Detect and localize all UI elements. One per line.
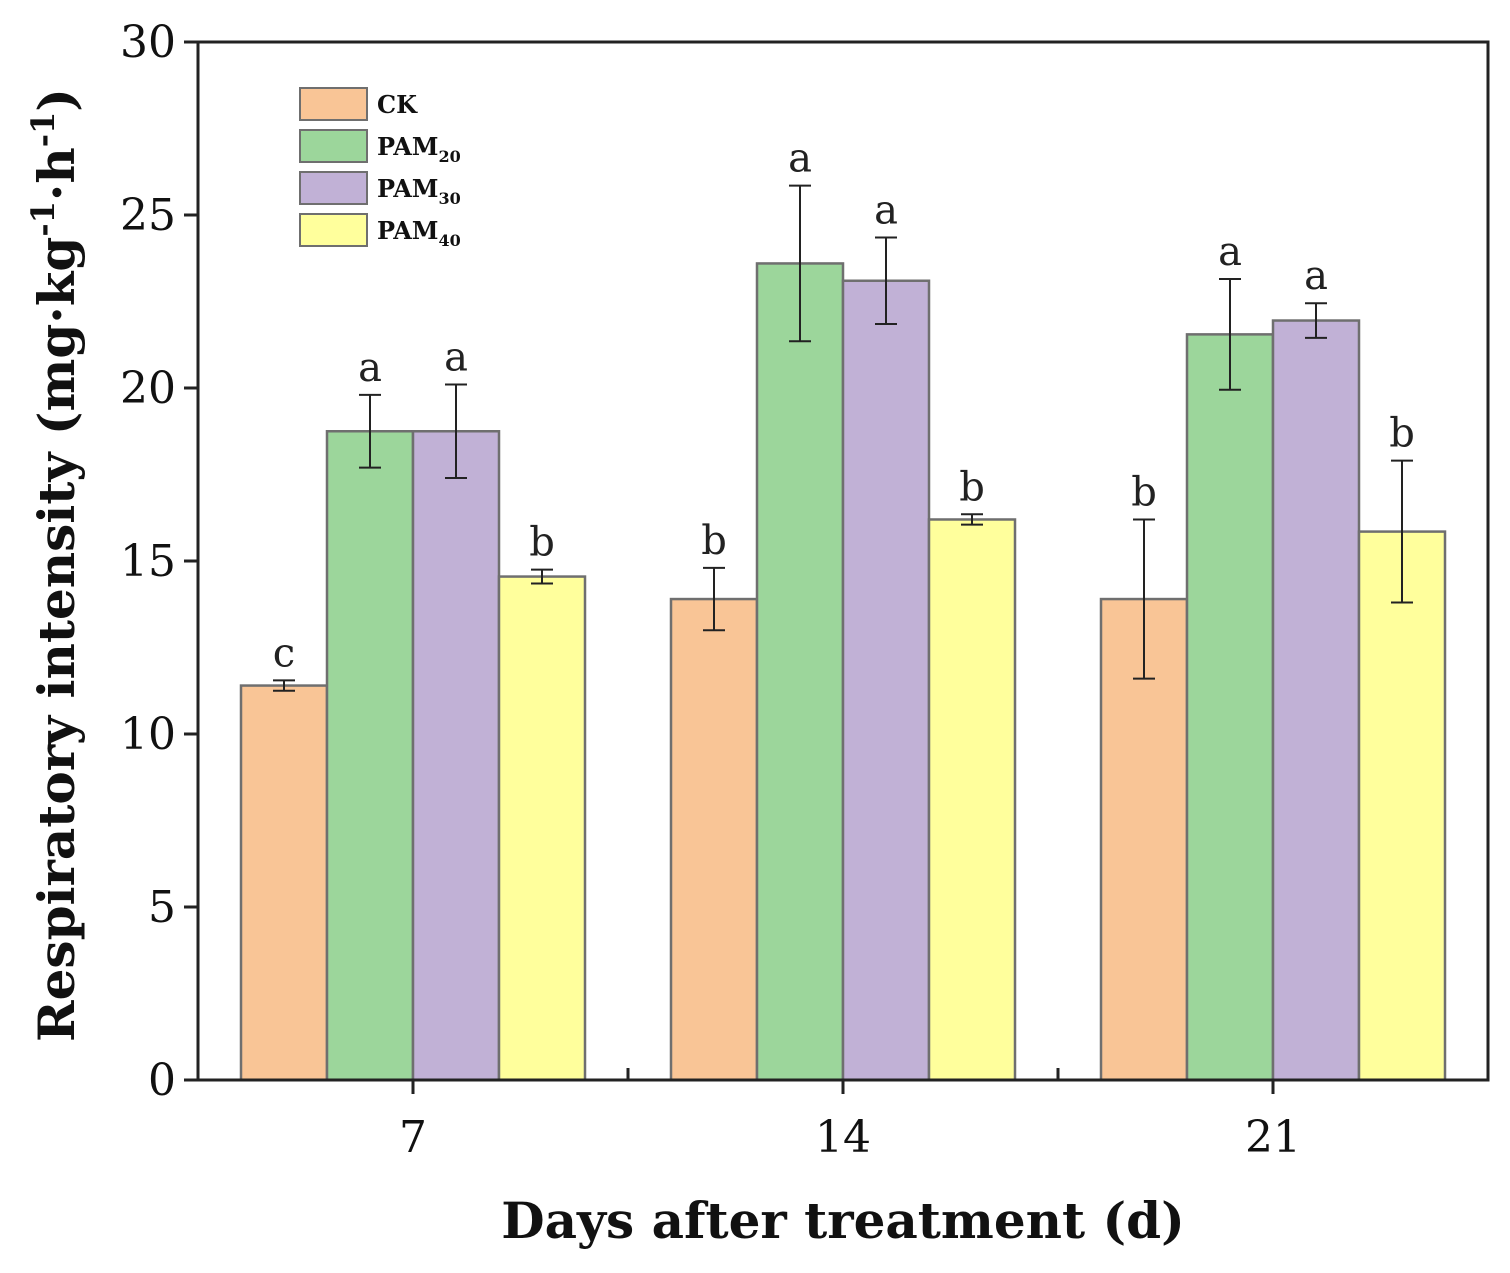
bar-CK-day-14 (669, 597, 759, 1082)
y-axis-title: Respiratory intensity (mg·kg-1·h-1) (24, 88, 86, 1042)
legend-label-PAM20: PAM20 (377, 132, 461, 166)
legend-label-CK: CK (377, 90, 418, 119)
significance-letter-PAM30-day-7: a (444, 335, 468, 381)
legend-subscript-PAM30: 30 (439, 189, 461, 208)
legend-swatch-PAM30 (299, 171, 368, 205)
svg-text:Respiratory intensity (mg·kg-1: Respiratory intensity (mg·kg-1·h-1) (24, 88, 86, 1042)
significance-letter-PAM40-day-7: b (529, 520, 555, 566)
y-axis-title-kg: kg (27, 237, 86, 307)
significance-letter-PAM20-day-14: a (788, 136, 812, 182)
significance-letter-PAM30-day-14: a (874, 187, 898, 233)
significance-letter-PAM40-day-21: b (1389, 411, 1415, 457)
legend-swatch-PAM40 (299, 213, 368, 247)
x-tick-label-14: 14 (815, 1112, 871, 1163)
bar-CK-day-7 (239, 684, 329, 1082)
y-tick-label-20: 20 (120, 363, 176, 414)
x-tick-label-21: 21 (1245, 1112, 1301, 1163)
significance-letter-PAM40-day-14: b (959, 464, 985, 510)
legend-subscript-PAM40: 40 (439, 231, 461, 250)
x-tick-label-7: 7 (399, 1112, 427, 1163)
legend-swatch-PAM20 (299, 129, 368, 163)
y-tick-label-30: 30 (120, 17, 176, 68)
y-tick-label-5: 5 (148, 882, 176, 933)
bar-PAM40-day-21 (1357, 530, 1447, 1082)
y-axis-title-close: ) (27, 88, 86, 112)
significance-letters-layer: c b b a a a a a a b b b (273, 136, 1415, 677)
significance-letter-PAM20-day-21: a (1218, 229, 1242, 275)
significance-letter-CK-day-14: b (701, 518, 727, 564)
bar-PAM20-day-21 (1185, 333, 1275, 1082)
y-axis-title-h: h (27, 147, 86, 183)
y-tick-label-15: 15 (120, 536, 176, 587)
bar-PAM20-day-7 (325, 430, 415, 1082)
axes-layer: 0 5 10 15 20 25 30 7 14 21 (120, 17, 1490, 1163)
legend: CK PAM20 PAM30 PAM40 (299, 87, 461, 250)
y-axis-title-sup1: -1 (24, 201, 62, 237)
legend-label-PAM40: PAM40 (377, 216, 461, 250)
significance-letter-CK-day-7: c (273, 630, 295, 676)
legend-label-PAM30: PAM30 (377, 174, 461, 208)
bar-PAM40-day-7 (497, 575, 587, 1082)
bar-PAM20-day-14 (755, 262, 845, 1082)
x-axis-title: Days after treatment (d) (501, 1191, 1185, 1250)
y-axis-title-sup2: -1 (24, 112, 62, 148)
y-axis-title-dot1: · (27, 306, 86, 323)
y-tick-label-0: 0 (148, 1055, 176, 1106)
bar-PAM30-day-14 (841, 279, 931, 1082)
legend-subscript-PAM20: 20 (439, 147, 461, 166)
significance-letter-PAM20-day-7: a (358, 345, 382, 391)
y-tick-label-10: 10 (120, 709, 176, 760)
y-axis-title-dot2: · (27, 184, 86, 201)
significance-letter-PAM30-day-21: a (1304, 253, 1328, 299)
y-tick-label-25: 25 (120, 190, 176, 241)
bars-layer (239, 262, 1447, 1082)
bar-PAM40-day-14 (927, 518, 1017, 1082)
significance-letter-CK-day-21: b (1131, 469, 1157, 515)
error-bars-layer (273, 184, 1413, 692)
bar-PAM30-day-7 (411, 430, 501, 1082)
y-axis-title-main: Respiratory intensity (mg (27, 324, 86, 1042)
bar-PAM30-day-21 (1271, 319, 1361, 1082)
legend-swatch-CK (299, 87, 368, 121)
